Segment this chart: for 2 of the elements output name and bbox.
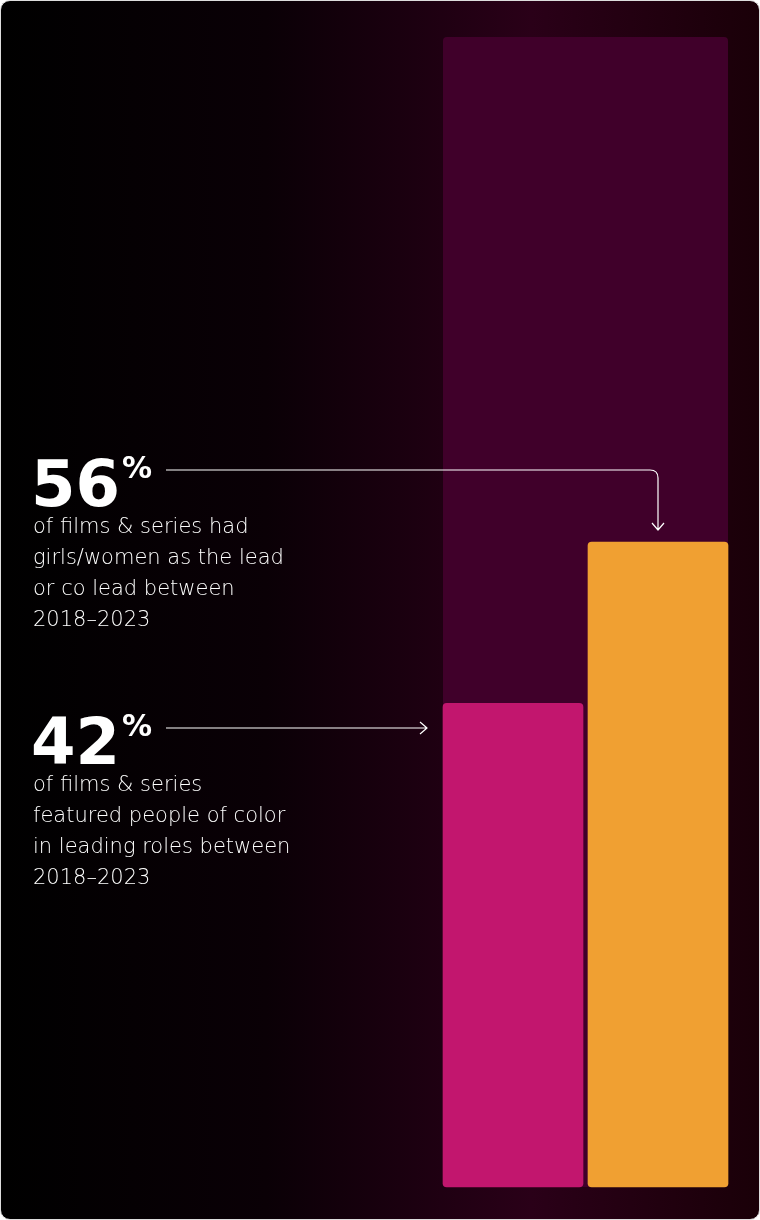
text: of films & series featured people of color in leading roles between 2018–2023 — [33, 771, 292, 891]
text: of films & series had girls/women as the lead or co lead between 2018–2023 — [33, 513, 285, 633]
